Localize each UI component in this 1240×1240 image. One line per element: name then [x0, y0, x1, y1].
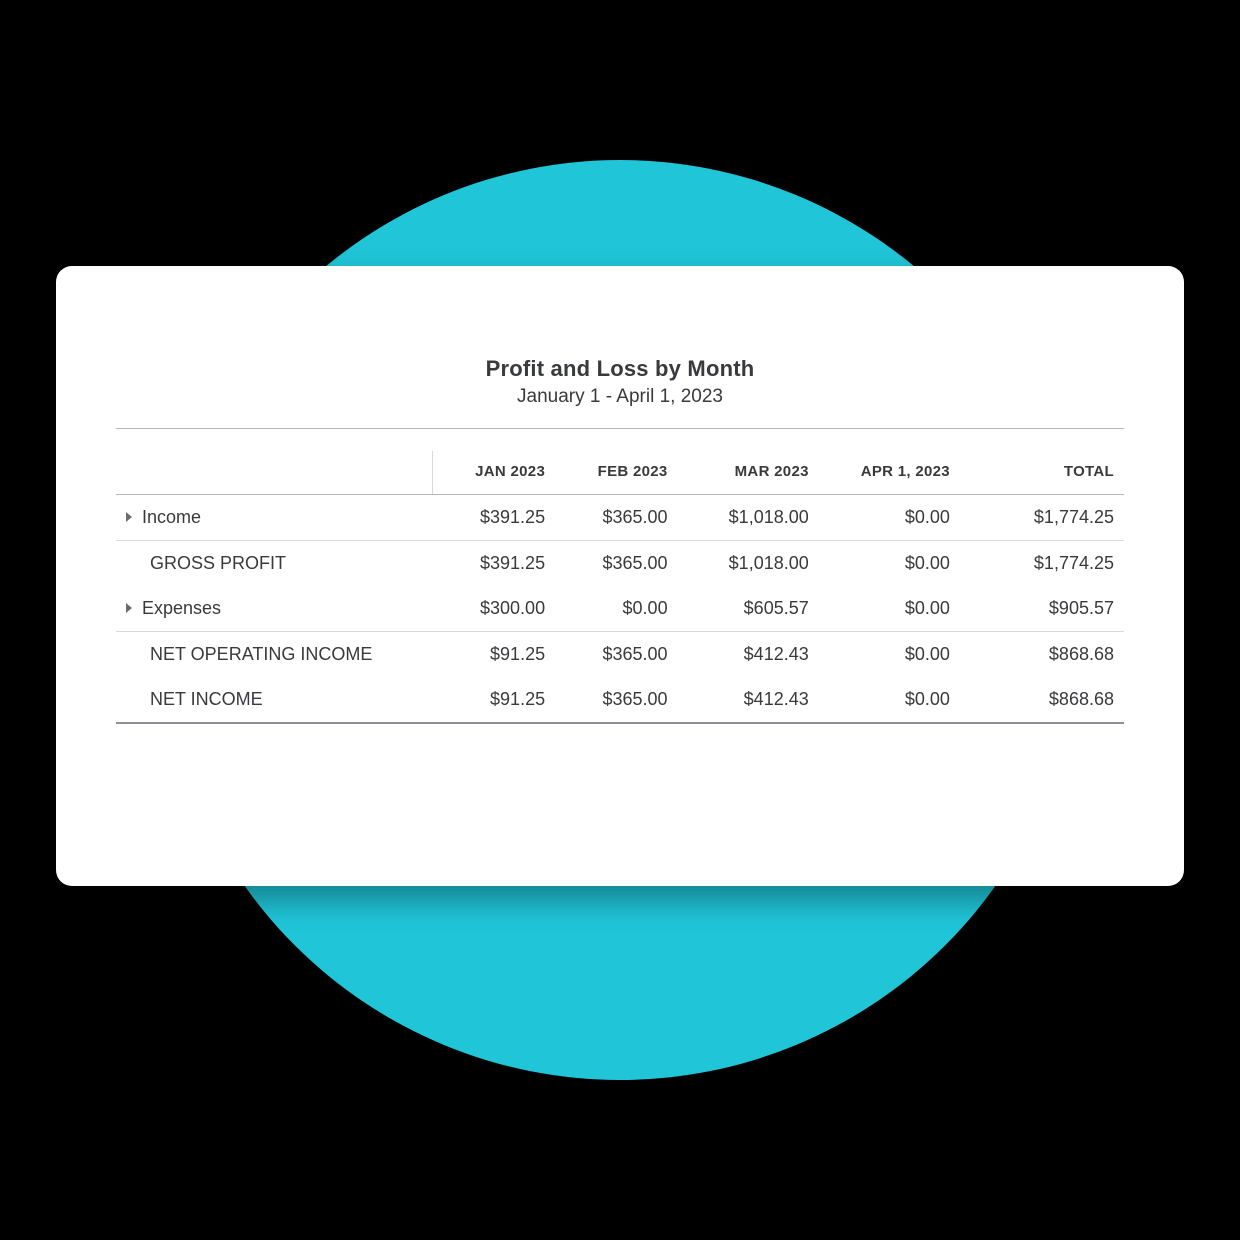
cell-value: $365.00	[555, 632, 677, 678]
cell-value: $0.00	[555, 586, 677, 632]
table-row: NET INCOME $91.25$365.00$412.43$0.00$868.…	[116, 677, 1124, 723]
cell-value: $412.43	[678, 677, 819, 723]
expand-caret-icon[interactable]	[126, 603, 132, 613]
cell-value: $0.00	[819, 632, 960, 678]
row-label-text: NET OPERATING INCOME	[126, 644, 372, 664]
cell-value: $365.00	[555, 677, 677, 723]
row-label: GROSS PROFIT	[116, 541, 433, 587]
cell-value: $868.68	[960, 677, 1124, 723]
row-label: NET INCOME	[116, 677, 433, 723]
cell-value: $412.43	[678, 632, 819, 678]
cell-value: $300.00	[433, 586, 555, 632]
report-title: Profit and Loss by Month	[116, 356, 1124, 382]
row-label-text: Income	[142, 507, 201, 527]
table-header-row: JAN 2023 FEB 2023 MAR 2023 APR 1, 2023 T…	[116, 451, 1124, 495]
cell-value: $91.25	[433, 677, 555, 723]
report-date-range: January 1 - April 1, 2023	[116, 386, 1124, 408]
cell-value: $91.25	[433, 632, 555, 678]
row-label: NET OPERATING INCOME	[116, 632, 433, 678]
row-label[interactable]: Expenses	[116, 586, 433, 632]
cell-value: $905.57	[960, 586, 1124, 632]
cell-value: $1,774.25	[960, 495, 1124, 541]
cell-value: $1,018.00	[678, 541, 819, 587]
header-separator	[116, 428, 1124, 429]
cell-value: $0.00	[819, 586, 960, 632]
col-header: FEB 2023	[555, 451, 677, 495]
cell-value: $0.00	[819, 495, 960, 541]
cell-value: $0.00	[819, 541, 960, 587]
cell-value: $365.00	[555, 541, 677, 587]
cell-value: $868.68	[960, 632, 1124, 678]
expand-caret-icon[interactable]	[126, 512, 132, 522]
row-label[interactable]: Income	[116, 495, 433, 541]
row-label-text: GROSS PROFIT	[126, 553, 286, 573]
row-label-text: NET INCOME	[126, 689, 263, 709]
table-row: GROSS PROFIT $391.25$365.00$1,018.00$0.00…	[116, 541, 1124, 587]
col-header: MAR 2023	[678, 451, 819, 495]
table-row: Income $391.25$365.00$1,018.00$0.00$1,774…	[116, 495, 1124, 541]
cell-value: $605.57	[678, 586, 819, 632]
col-header: APR 1, 2023	[819, 451, 960, 495]
report-card: Profit and Loss by Month January 1 - Apr…	[56, 266, 1184, 886]
cell-value: $391.25	[433, 541, 555, 587]
col-header-blank	[116, 451, 433, 495]
report-header: Profit and Loss by Month January 1 - Apr…	[116, 356, 1124, 408]
profit-loss-table: JAN 2023 FEB 2023 MAR 2023 APR 1, 2023 T…	[116, 451, 1124, 724]
cell-value: $1,774.25	[960, 541, 1124, 587]
col-header-total: TOTAL	[960, 451, 1124, 495]
col-header: JAN 2023	[433, 451, 555, 495]
cell-value: $365.00	[555, 495, 677, 541]
cell-value: $391.25	[433, 495, 555, 541]
cell-value: $1,018.00	[678, 495, 819, 541]
table-row: NET OPERATING INCOME $91.25$365.00$412.43…	[116, 632, 1124, 678]
cell-value: $0.00	[819, 677, 960, 723]
row-label-text: Expenses	[142, 598, 221, 618]
table-row: Expenses$300.00$0.00$605.57$0.00$905.57	[116, 586, 1124, 632]
